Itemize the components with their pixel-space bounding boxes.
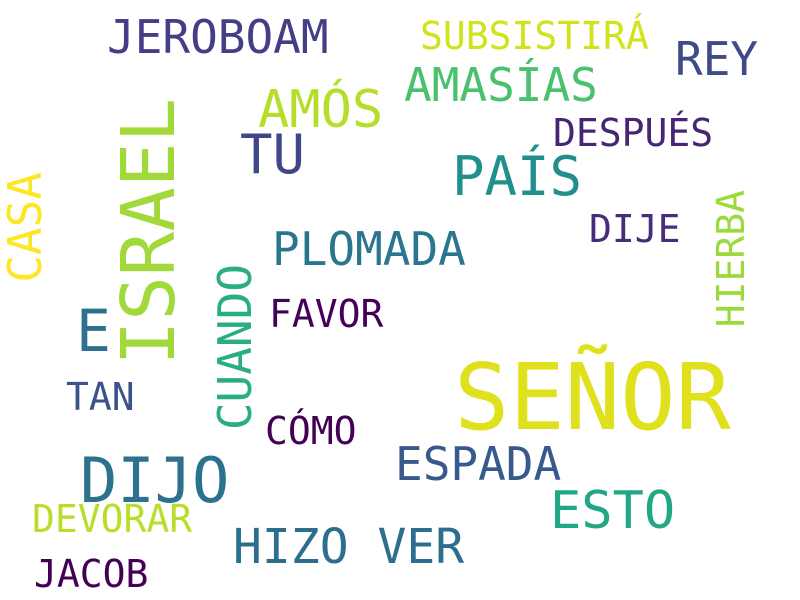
word-jeroboam: JEROBOAM: [107, 10, 329, 64]
word-dije: DIJE: [589, 207, 681, 251]
word-amasias: AMASÍAS: [404, 58, 598, 112]
word-cuando: CUANDO: [208, 264, 262, 431]
word-casa: CASA: [0, 172, 52, 283]
word-dijo: DIJO: [80, 444, 230, 517]
word-rey: REY: [675, 32, 759, 86]
word-tu: TU: [240, 123, 306, 186]
word-israel: ISRAEL: [106, 98, 192, 366]
word-despues: DESPUÉS: [553, 111, 714, 155]
word-amos: AMÓS: [258, 80, 384, 140]
word-senor: SEÑOR: [454, 344, 731, 451]
word-pais: PAÍS: [452, 145, 583, 208]
word-plomada: PLOMADA: [272, 222, 466, 276]
word-hierba: HIERBA: [709, 190, 753, 328]
word-subsistira: SUBSISTIRÁ: [420, 14, 649, 58]
word-tan: TAN: [66, 375, 135, 419]
word-favor: FAVOR: [269, 292, 384, 336]
word-como: CÓMO: [265, 409, 357, 453]
word-e: E: [76, 297, 111, 365]
word-hizo-ver: HIZO VER: [233, 519, 465, 575]
word-esto: ESTO: [550, 481, 676, 541]
word-espada: ESPADA: [395, 437, 562, 491]
word-jacob: JACOB: [34, 552, 149, 596]
word-devorar: DEVORAR: [32, 497, 193, 541]
